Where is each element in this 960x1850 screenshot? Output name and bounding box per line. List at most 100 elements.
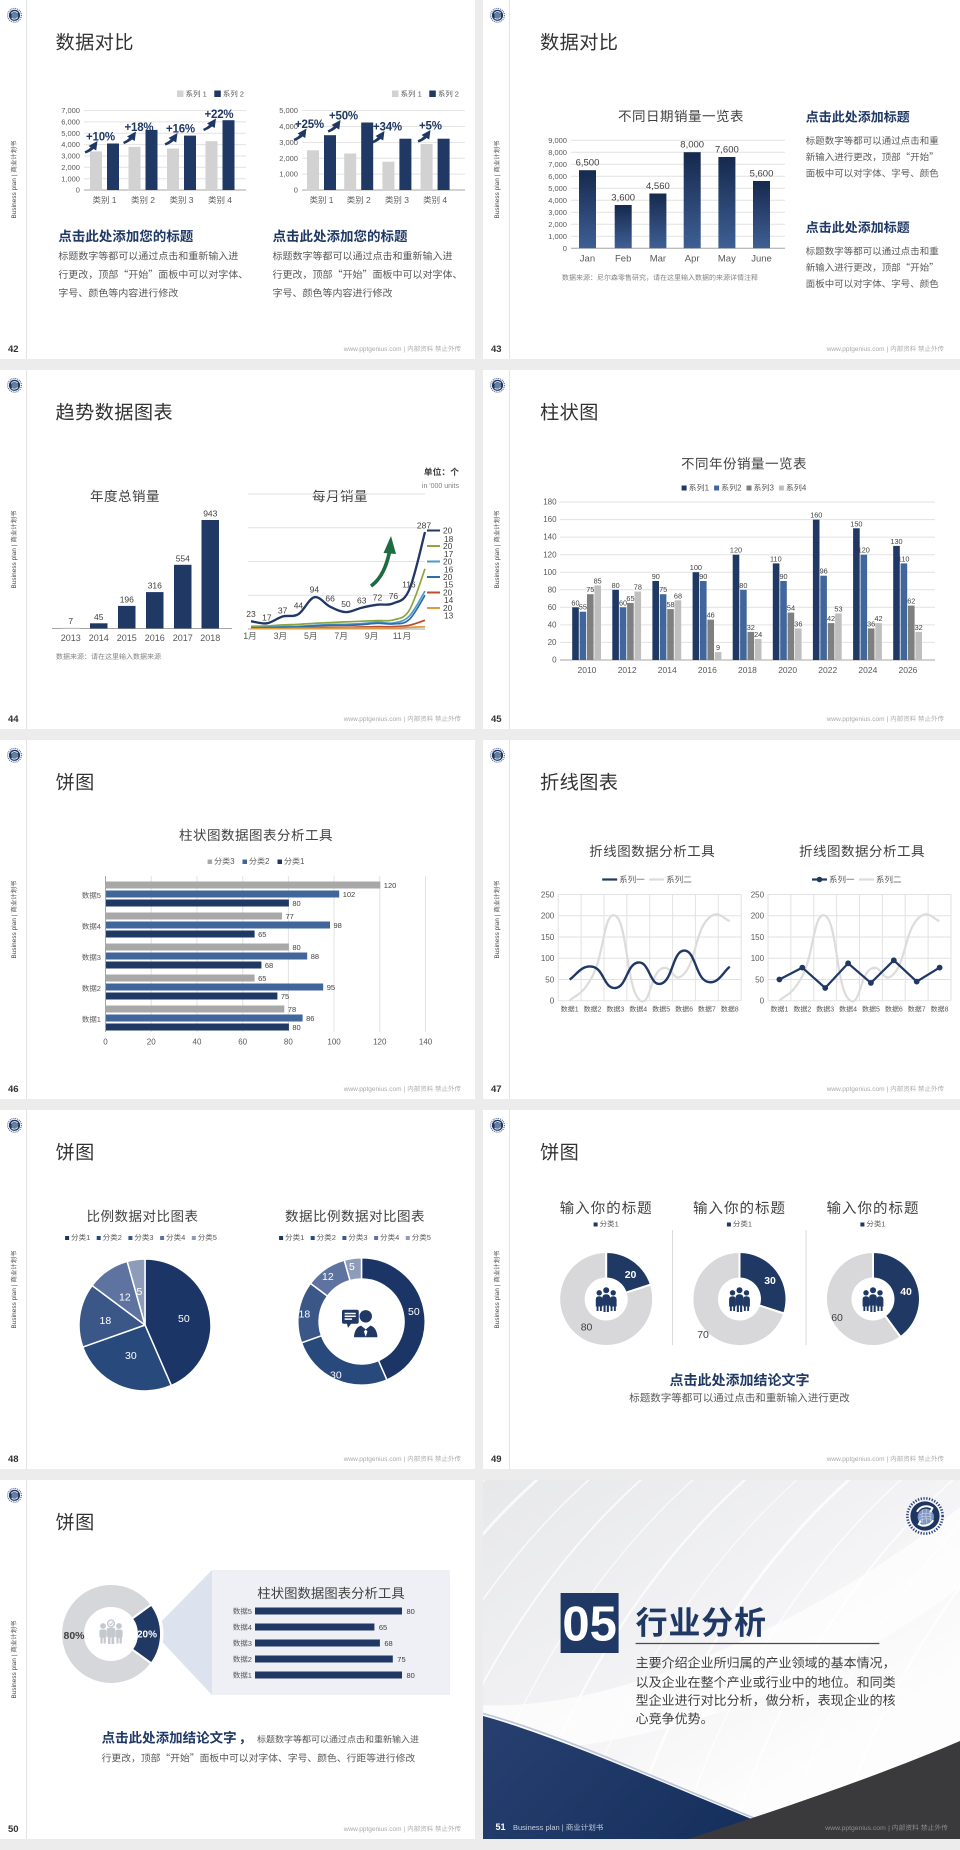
svg-text:6: 6	[899, 1007, 903, 1014]
svg-text:'000: '000	[429, 483, 442, 490]
svg-text:2: 2	[240, 90, 244, 99]
svg-text:2016: 2016	[698, 665, 717, 675]
svg-text:60: 60	[619, 598, 627, 607]
svg-text:4: 4	[802, 484, 807, 493]
svg-text:90: 90	[699, 572, 707, 581]
svg-text:|: |	[11, 1284, 18, 1286]
svg-text:5,600: 5,600	[750, 169, 774, 180]
svg-text:plan: plan	[11, 1658, 18, 1671]
svg-text:4: 4	[181, 1233, 185, 1242]
svg-text:1: 1	[705, 484, 710, 493]
svg-text:50: 50	[8, 1824, 19, 1835]
svg-text:14: 14	[444, 595, 454, 605]
svg-text:4,000: 4,000	[548, 196, 567, 205]
svg-text:80: 80	[284, 1038, 293, 1047]
svg-text:42: 42	[827, 614, 835, 623]
svg-text:1: 1	[329, 195, 334, 205]
svg-text:+25%: +25%	[295, 119, 324, 131]
svg-text:2024: 2024	[858, 665, 877, 675]
svg-text:1,000: 1,000	[61, 174, 80, 183]
svg-text:160: 160	[810, 511, 822, 520]
svg-text:1: 1	[97, 1015, 101, 1024]
svg-text:120: 120	[858, 546, 870, 555]
svg-text:Business: Business	[11, 192, 18, 218]
svg-text:18: 18	[444, 534, 454, 544]
svg-text:4,000: 4,000	[61, 140, 80, 149]
svg-text:75: 75	[397, 1655, 405, 1664]
svg-text:3,000: 3,000	[548, 208, 567, 217]
svg-text:2,000: 2,000	[61, 163, 80, 172]
svg-text:5: 5	[427, 1233, 431, 1242]
svg-text:1: 1	[243, 631, 248, 641]
svg-text:www.pptgenius.com: www.pptgenius.com	[343, 716, 402, 723]
svg-text:150: 150	[850, 519, 862, 528]
svg-text:2: 2	[332, 1233, 336, 1242]
svg-text:|: |	[11, 544, 18, 546]
svg-text:www.pptgenius.com: www.pptgenius.com	[343, 1826, 402, 1833]
svg-text:0: 0	[552, 656, 557, 665]
svg-text:18: 18	[299, 1309, 311, 1321]
svg-text:2: 2	[598, 1007, 602, 1014]
svg-text:2: 2	[366, 195, 371, 205]
svg-text:1: 1	[615, 1220, 619, 1229]
svg-text:|: |	[887, 1086, 889, 1093]
svg-text:80: 80	[407, 1607, 415, 1616]
svg-text:7: 7	[68, 616, 73, 626]
svg-text:|: |	[404, 1456, 406, 1463]
svg-text:3,000: 3,000	[279, 138, 298, 147]
svg-text:60: 60	[548, 603, 557, 612]
svg-text:+5%: +5%	[419, 121, 442, 133]
svg-text:95: 95	[327, 983, 335, 992]
svg-text:2: 2	[97, 984, 101, 993]
svg-text:86: 86	[306, 1014, 314, 1023]
svg-text:plan: plan	[494, 178, 501, 191]
svg-text:|: |	[11, 914, 18, 916]
svg-text:120: 120	[543, 550, 557, 559]
svg-text:4: 4	[853, 1007, 857, 1014]
svg-text:100: 100	[751, 954, 765, 963]
svg-text:2: 2	[737, 484, 742, 493]
svg-text:4: 4	[97, 922, 101, 931]
svg-text:23: 23	[246, 609, 256, 619]
svg-text:plan: plan	[11, 918, 18, 931]
svg-text:44: 44	[8, 714, 19, 725]
svg-text:200: 200	[751, 912, 765, 921]
svg-text:|: |	[404, 1086, 406, 1093]
svg-text:51: 51	[496, 1822, 506, 1832]
svg-text:2018: 2018	[738, 665, 757, 675]
svg-text:4: 4	[395, 1233, 399, 1242]
svg-text:78: 78	[634, 583, 642, 592]
svg-text:1: 1	[300, 857, 305, 866]
svg-text:100: 100	[327, 1038, 341, 1047]
svg-text:116: 116	[402, 580, 416, 590]
svg-text:32: 32	[915, 623, 923, 632]
svg-text:1: 1	[300, 1233, 304, 1242]
svg-text:250: 250	[751, 890, 765, 899]
svg-text:50: 50	[545, 975, 554, 984]
svg-text:75: 75	[659, 585, 667, 594]
svg-text:5: 5	[304, 631, 309, 641]
svg-text:3: 3	[363, 1233, 367, 1242]
svg-text:20: 20	[443, 572, 453, 582]
svg-text:|: |	[404, 716, 406, 723]
svg-text:68: 68	[674, 591, 682, 600]
svg-text:50: 50	[755, 975, 764, 984]
svg-text:|: |	[887, 716, 889, 723]
svg-text:150: 150	[541, 933, 555, 942]
svg-text:20: 20	[147, 1038, 156, 1047]
svg-text:+50%: +50%	[329, 111, 358, 123]
svg-text:+16%: +16%	[166, 124, 195, 136]
svg-text:76: 76	[389, 591, 399, 601]
svg-text:12: 12	[322, 1271, 334, 1283]
svg-text:554: 554	[176, 553, 190, 563]
svg-text:180: 180	[543, 498, 557, 507]
svg-text:|: |	[562, 1823, 564, 1832]
svg-text:2018: 2018	[200, 633, 220, 643]
svg-text:37: 37	[278, 606, 288, 616]
svg-text:120: 120	[384, 881, 397, 890]
svg-text:8: 8	[735, 1007, 739, 1014]
svg-text:plan: plan	[11, 548, 18, 561]
svg-text:6,000: 6,000	[61, 118, 80, 127]
svg-text:9: 9	[365, 631, 370, 641]
svg-text:46: 46	[8, 1084, 19, 1095]
